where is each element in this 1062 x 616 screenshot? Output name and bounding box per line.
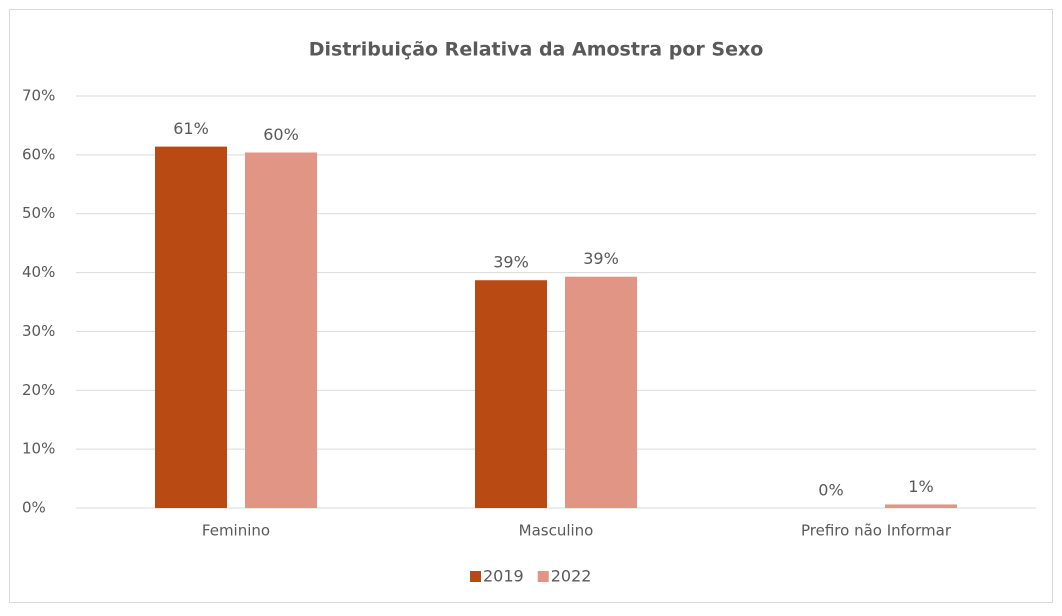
y-tick-label: 10% [22,440,55,458]
bar [475,280,547,508]
value-label: 60% [263,125,299,144]
y-tick-label: 70% [22,87,55,105]
x-tick-label: Masculino [519,522,594,540]
y-tick-label: 0% [22,499,46,517]
value-label: 39% [583,249,619,268]
y-tick-label: 40% [22,263,55,281]
chart-title: Distribuição Relativa da Amostra por Sex… [309,39,764,61]
value-label: 61% [173,119,209,138]
value-label: 0% [818,481,843,500]
bar [155,146,227,509]
bar [885,504,957,508]
y-tick-label: 60% [22,145,55,163]
bar [565,276,637,508]
y-tick-label: 50% [22,204,55,222]
legend-label: 2019 [483,567,524,586]
y-tick-label: 20% [22,381,55,399]
value-label: 1% [908,477,933,496]
y-tick-label: 30% [22,322,55,340]
value-label: 39% [493,253,529,272]
legend-swatch [470,571,481,582]
x-tick-label: Feminino [202,522,270,540]
bar [245,152,317,508]
legend-label: 2022 [551,567,592,586]
legend-swatch [537,571,549,582]
x-tick-label: Prefiro não Informar [801,522,952,540]
